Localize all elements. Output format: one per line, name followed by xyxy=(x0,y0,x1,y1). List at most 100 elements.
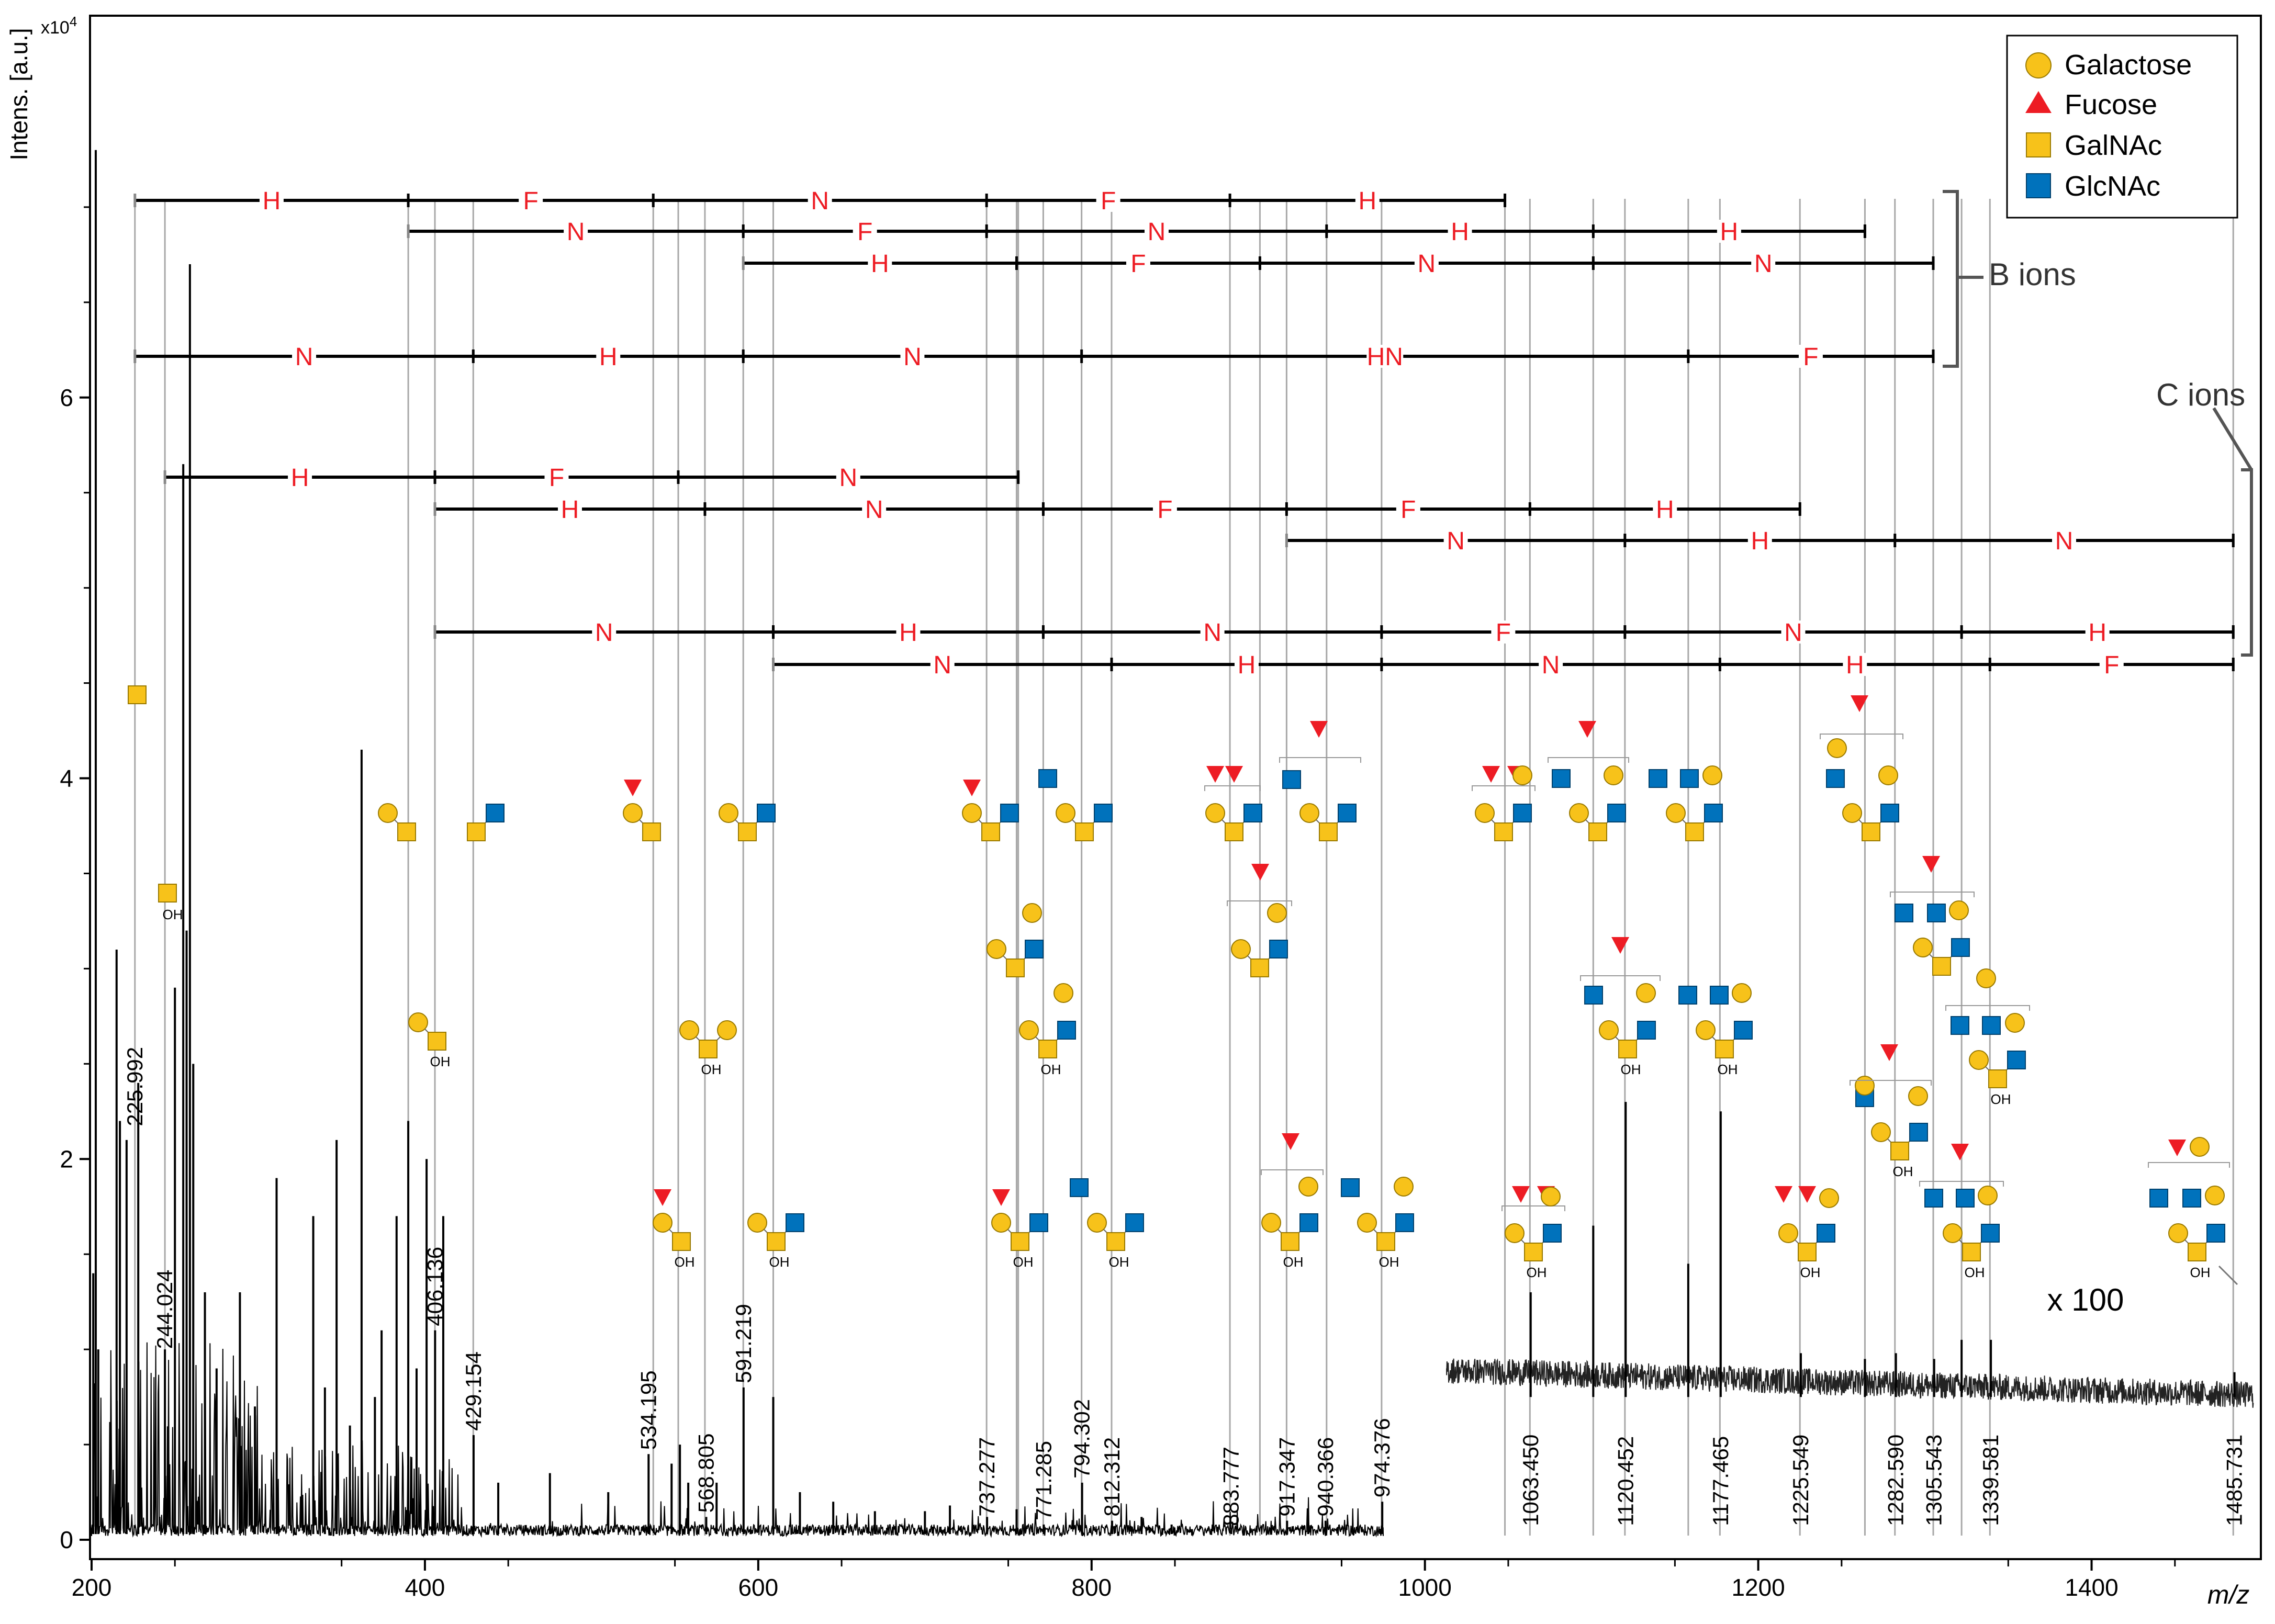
galnac-icon xyxy=(672,1232,691,1251)
fucose-icon xyxy=(1206,766,1224,783)
glycan-bracket xyxy=(1261,1169,1324,1175)
y-exponent-label: x104 xyxy=(41,14,77,38)
galactose-icon xyxy=(2168,1223,2188,1243)
ladder-label-bg xyxy=(1144,220,1169,243)
glycan-bracket xyxy=(1890,892,1975,897)
ladder-label: H xyxy=(599,343,618,371)
glcnac-icon xyxy=(1000,804,1019,822)
ladder-label: HN xyxy=(1367,343,1403,371)
oh-label: OH xyxy=(163,907,183,922)
ladder-label-bg xyxy=(519,189,543,212)
glycan-bracket xyxy=(1820,734,1903,739)
glycan xyxy=(1472,766,1536,841)
peak-labels: 225.992 244.024 406.136 429.154 534.195 568.8… xyxy=(122,1047,2247,1526)
galactose-icon xyxy=(1231,939,1251,959)
ladder-label-bg xyxy=(1096,189,1120,212)
galactose-icon xyxy=(1298,1177,1318,1197)
glycan xyxy=(1913,938,1970,976)
ladder-label-bg xyxy=(1539,653,1563,676)
glcnac-icon xyxy=(757,804,776,822)
galactose-icon xyxy=(1976,968,1996,988)
galactose-icon xyxy=(1949,900,1969,920)
galnac-icon xyxy=(1798,1243,1817,1261)
glcnac-icon xyxy=(1029,1213,1048,1232)
glycan-structures: OH OH OH OH OH OH OH OH OH OH OH OH OH OH OH OH OH OH xyxy=(128,685,2238,1285)
peak-label: 1177.465 xyxy=(1708,1436,1733,1526)
glcnac-icon xyxy=(2206,1224,2225,1243)
glcnac-icon xyxy=(2026,173,2051,198)
c-ions-label: C ions xyxy=(2156,377,2245,412)
glcnac-icon xyxy=(1927,904,1946,922)
glycan-bracket xyxy=(1548,757,1629,763)
galactose-icon xyxy=(1087,1213,1107,1233)
legend-label-fucose: Fucose xyxy=(2065,89,2157,120)
galactose-icon xyxy=(1827,738,1847,758)
peak-label: 1305.543 xyxy=(1922,1435,1946,1526)
galnac-icon xyxy=(1685,822,1704,841)
glcnac-icon xyxy=(2182,1189,2201,1208)
oh-label: OH xyxy=(1379,1254,1399,1270)
ladder-label: N xyxy=(1542,651,1560,679)
fucose-icon xyxy=(1951,1144,1969,1160)
glycan xyxy=(1842,803,1899,841)
glcnac-icon xyxy=(1243,804,1262,822)
glycan-bracket xyxy=(1279,757,1361,763)
glcnac-icon xyxy=(1513,804,1532,822)
ladder-label: N xyxy=(839,464,857,492)
y-exponent-base: x10 xyxy=(41,18,70,38)
ladder-label: H xyxy=(1358,187,1376,215)
glcnac-icon xyxy=(1637,1021,1656,1040)
ladder-label: N xyxy=(567,218,585,246)
y-exponent-power: 4 xyxy=(70,14,77,29)
glycan xyxy=(1204,766,1262,841)
ladder-label-bg xyxy=(292,345,317,368)
galnac-icon xyxy=(467,822,486,841)
galactose-icon xyxy=(1541,1187,1561,1206)
glcnac-icon xyxy=(786,1213,804,1232)
ladder-label-bg xyxy=(862,498,887,521)
glcnac-icon xyxy=(1057,1021,1076,1040)
galactose-icon xyxy=(1696,1020,1716,1040)
ladder-label: F xyxy=(1157,496,1172,524)
ladder-label: N xyxy=(1447,527,1465,555)
peak-label: 225.992 xyxy=(122,1047,147,1126)
galnac-icon xyxy=(1319,822,1338,841)
oh-label: OH xyxy=(1718,1062,1738,1077)
ladder-label-bg xyxy=(1234,653,1259,676)
galnac-icon xyxy=(1376,1232,1395,1251)
glcnac-icon xyxy=(1269,940,1288,958)
galactose-icon xyxy=(1261,1213,1281,1233)
oh-label: OH xyxy=(1800,1265,1821,1280)
glcnac-icon xyxy=(1951,1016,1969,1035)
fucose-icon xyxy=(1282,1133,1299,1150)
b-ions-label: B ions xyxy=(1989,257,2076,292)
galactose-icon xyxy=(2205,1186,2225,1205)
ladder-label: N xyxy=(2055,527,2074,555)
glycan: OH xyxy=(1599,1020,1656,1077)
galactose-icon xyxy=(1636,983,1656,1003)
ladder-label-bg xyxy=(836,466,860,489)
glcnac-icon xyxy=(1924,1189,1943,1208)
ladder-label-bg xyxy=(896,621,921,644)
galactose-icon xyxy=(1978,1186,1998,1205)
glcnac-icon xyxy=(1909,1123,1928,1142)
oh-label: OH xyxy=(1041,1062,1061,1077)
galactose-icon xyxy=(2190,1137,2210,1157)
galactose-icon xyxy=(1969,1050,1989,1070)
ladder-label: H xyxy=(1751,527,1769,555)
ladder-label-bg xyxy=(1414,252,1439,275)
peak-label: 429.154 xyxy=(461,1351,486,1431)
ladder-label: H xyxy=(1451,218,1469,246)
oh-label: OH xyxy=(430,1054,451,1069)
glcnac-icon xyxy=(1880,804,1899,822)
galactose-icon xyxy=(1943,1223,1963,1243)
ladder-label: N xyxy=(903,343,922,371)
ladder-label-bg xyxy=(1126,252,1150,275)
ladder-label-bg xyxy=(1200,621,1225,644)
galactose-icon xyxy=(679,1020,699,1040)
fucose-icon xyxy=(1512,1186,1530,1203)
oh-label: OH xyxy=(1527,1265,1547,1280)
glycan xyxy=(623,780,661,841)
